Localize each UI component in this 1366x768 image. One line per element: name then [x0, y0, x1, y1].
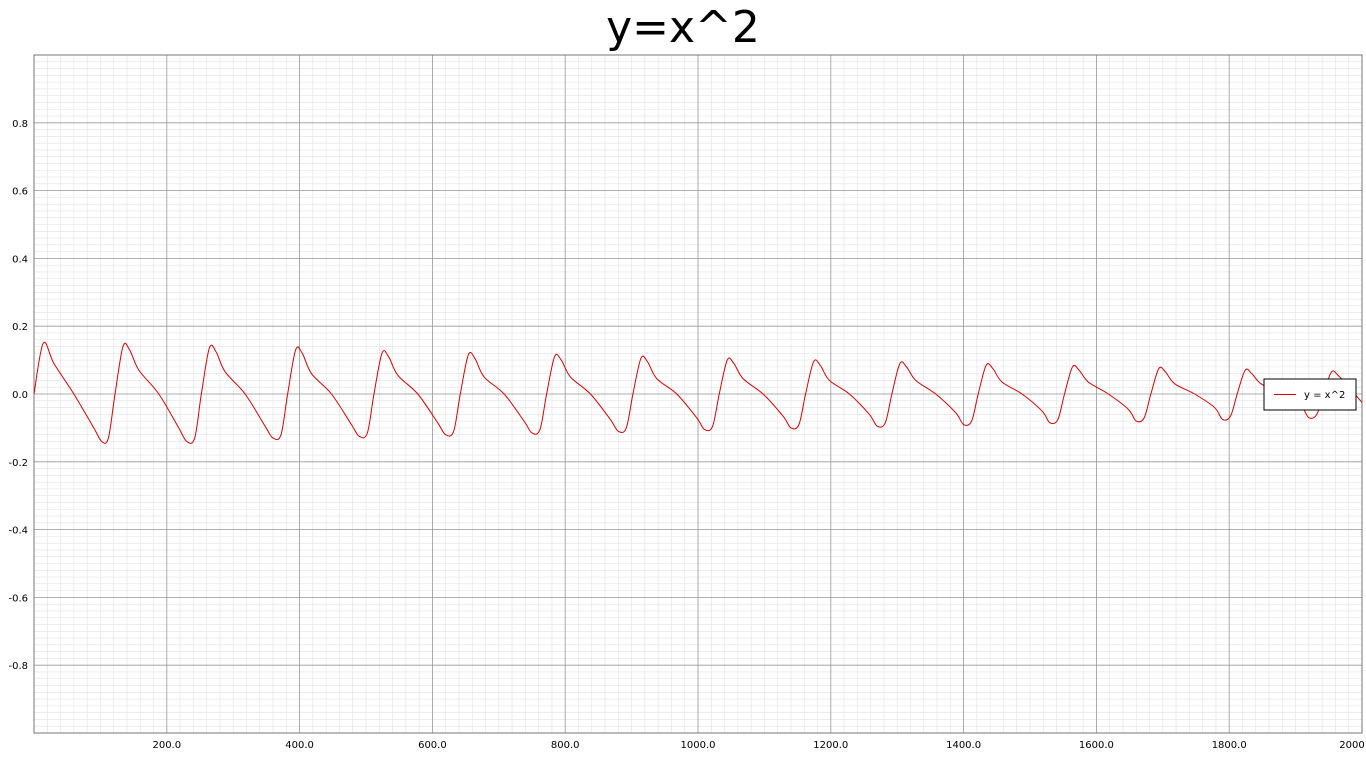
- x-tick-label: 200.0: [152, 740, 181, 751]
- y-tick-label: 0.0: [12, 390, 28, 401]
- y-axis-ticks: 0.8 0.6 0.4 0.2 0.0 -0.2 -0.4 -0.6 -0.8: [8, 119, 28, 672]
- x-tick-label: 600.0: [418, 740, 447, 751]
- y-tick-label: 0.6: [12, 187, 28, 198]
- x-tick-label: 1400.0: [946, 740, 981, 751]
- legend: y = x^2: [1263, 378, 1357, 411]
- y-tick-label: -0.8: [8, 661, 28, 672]
- y-tick-label: 0.4: [12, 254, 28, 265]
- y-tick-label: -0.2: [8, 458, 28, 469]
- y-tick-label: 0.2: [12, 322, 28, 333]
- chart-title: y=x^2: [606, 2, 760, 53]
- x-tick-label: 2000: [1339, 740, 1364, 751]
- y-tick-label: -0.4: [8, 526, 28, 537]
- series-layer: [33, 341, 1363, 444]
- series-line-1: [33, 341, 1363, 444]
- x-tick-label: 1800.0: [1212, 740, 1247, 751]
- y-tick-label: -0.6: [8, 593, 28, 604]
- legend-label-series-1: y = x^2: [1304, 390, 1345, 401]
- x-tick-label: 1600.0: [1079, 740, 1114, 751]
- x-tick-label: 400.0: [285, 740, 314, 751]
- x-tick-label: 1000.0: [681, 740, 716, 751]
- y-tick-label: 0.8: [12, 119, 28, 130]
- x-tick-label: 1200.0: [813, 740, 848, 751]
- x-axis-ticks: 200.0 400.0 600.0 800.0 1000.0 1200.0 1400.0 16…: [152, 740, 1364, 751]
- x-tick-label: 800.0: [551, 740, 580, 751]
